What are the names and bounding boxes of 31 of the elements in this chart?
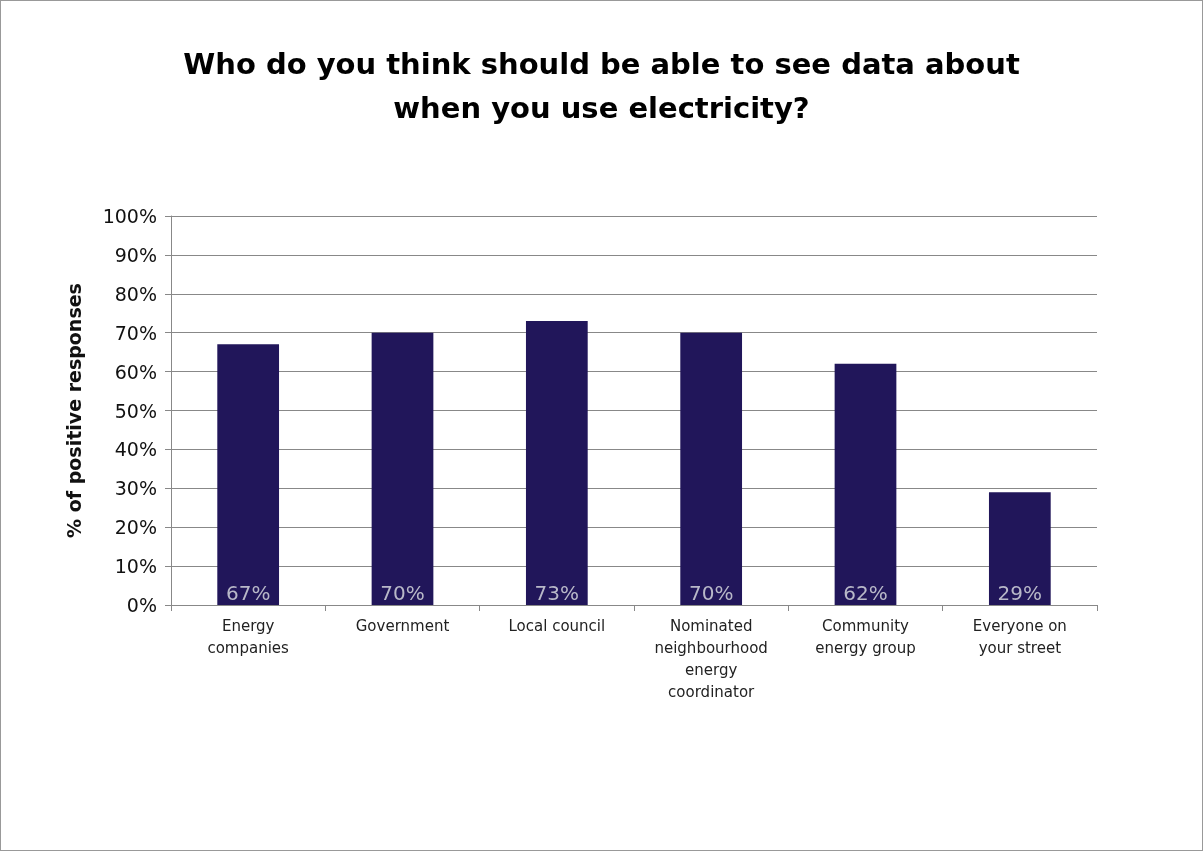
y-tick-label: 20% bbox=[114, 516, 157, 539]
y-axis-title: % of positive responses bbox=[62, 283, 85, 538]
data-label: 62% bbox=[843, 581, 888, 605]
y-tick-label: 90% bbox=[114, 243, 157, 266]
bar bbox=[680, 332, 743, 605]
data-label: 70% bbox=[688, 581, 734, 605]
y-tick-label: 10% bbox=[114, 555, 157, 578]
y-tick-label: 50% bbox=[114, 399, 157, 422]
bar bbox=[217, 344, 280, 605]
chart-title: Who do you think should be able to see data about when you use electricity? bbox=[183, 47, 1020, 125]
x-tick-label: Government bbox=[355, 617, 450, 635]
data-label: 70% bbox=[380, 581, 425, 605]
y-tick-label: 40% bbox=[114, 438, 157, 461]
bar bbox=[834, 363, 897, 605]
data-label: 73% bbox=[534, 581, 580, 605]
y-tick-label: 100% bbox=[102, 205, 157, 227]
x-tick-label: Energy companies bbox=[207, 617, 290, 657]
y-tick-label: 70% bbox=[114, 321, 157, 344]
bar bbox=[371, 332, 434, 605]
data-label: 29% bbox=[997, 581, 1043, 605]
y-tick-label: 0% bbox=[126, 594, 157, 616]
y-tick-label: 30% bbox=[114, 477, 157, 500]
data-label: 67% bbox=[225, 581, 271, 605]
bar bbox=[525, 321, 588, 605]
x-tick-label: Everyone on your street bbox=[972, 617, 1067, 657]
x-tick-label: Community energy group bbox=[815, 617, 916, 657]
bar bbox=[988, 492, 1051, 605]
y-tick-label: 80% bbox=[114, 282, 157, 305]
x-tick-label: Nominated neighbourhood energy coordinator bbox=[654, 617, 768, 701]
y-tick-label: 60% bbox=[114, 360, 157, 383]
x-tick-label: Local council bbox=[508, 617, 606, 635]
